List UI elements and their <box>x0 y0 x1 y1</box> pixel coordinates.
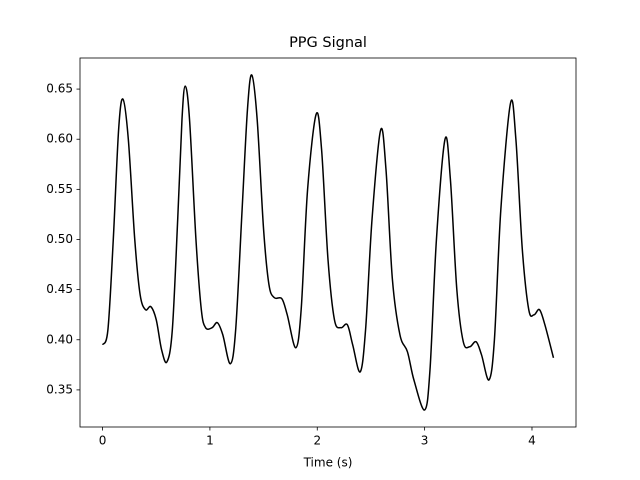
y-tick-label: 0.45 <box>46 282 73 296</box>
x-axis-label: Time (s) <box>303 456 353 470</box>
y-tick-label: 0.65 <box>46 82 73 96</box>
y-tick-label: 0.35 <box>46 382 73 396</box>
x-tick-label: 2 <box>313 434 321 448</box>
x-tick-label: 1 <box>206 434 214 448</box>
y-tick-label: 0.55 <box>46 182 73 196</box>
line-series <box>101 74 555 411</box>
x-tick-label: 3 <box>421 434 429 448</box>
chart-title: PPG Signal <box>289 35 367 51</box>
plot-frame <box>79 57 577 428</box>
y-tick-label: 0.40 <box>46 332 73 346</box>
x-tick-label: 0 <box>99 434 107 448</box>
y-tick-label: 0.60 <box>46 132 73 146</box>
x-tick-label: 4 <box>528 434 536 448</box>
y-tick-label: 0.50 <box>46 232 73 246</box>
